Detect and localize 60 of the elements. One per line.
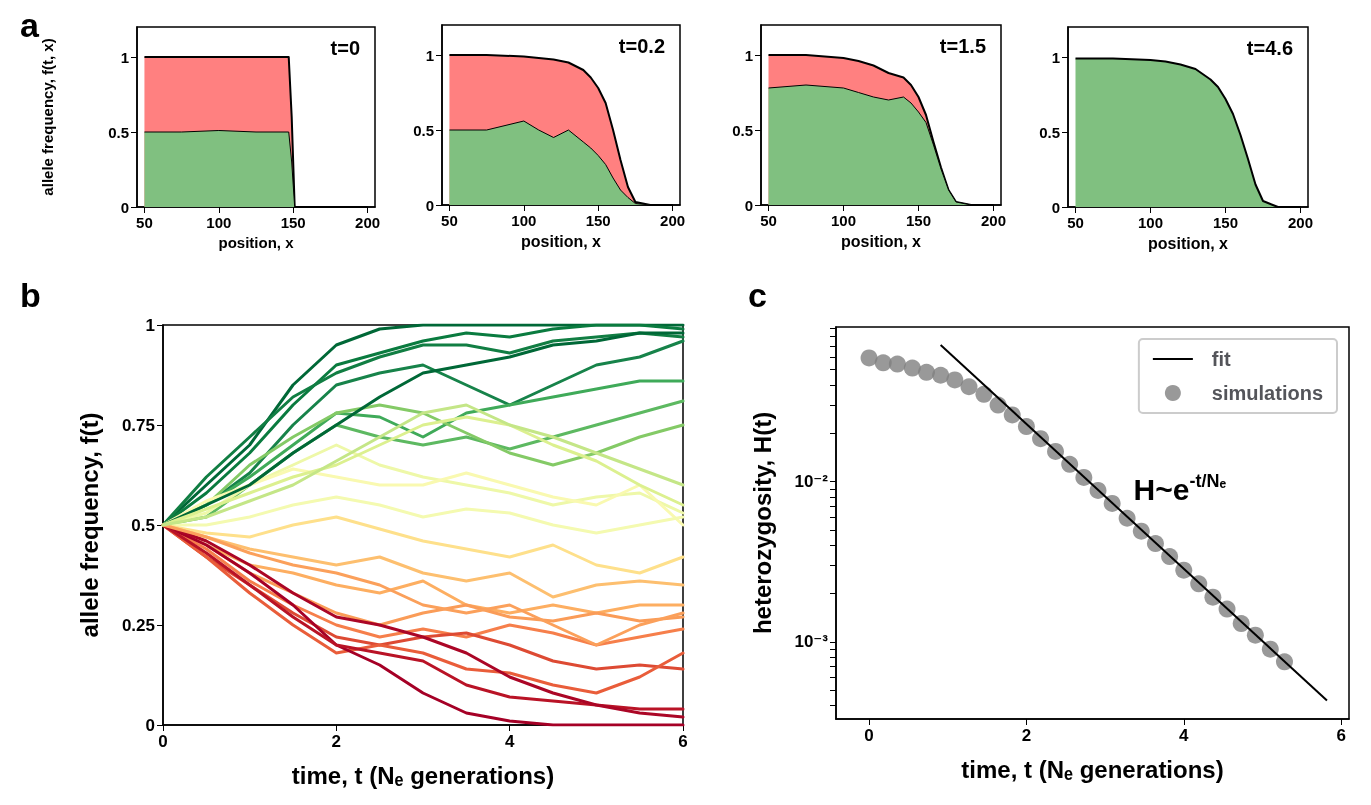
- x-tick-label: 6: [678, 732, 688, 751]
- x-tick-label: 200: [660, 212, 686, 229]
- text: t=0.2: [618, 35, 666, 57]
- x-tick-label: 100: [206, 214, 232, 231]
- x-tick-label: 2: [331, 732, 342, 751]
- x-axis-title: time, t (Nₑ generations): [291, 761, 555, 789]
- x-tick-label: 2: [1021, 726, 1032, 745]
- y-tick-label: 1: [145, 315, 155, 335]
- y-axis-title: heterozygosity, H(t): [748, 411, 776, 635]
- text: a: [20, 6, 40, 44]
- y-tick-label: 0.5: [108, 123, 129, 141]
- x-tick-label: 150: [905, 212, 932, 229]
- x-tick-label: 200: [1287, 214, 1314, 231]
- x-axis-title: time, t (Nₑ generations): [961, 755, 1224, 783]
- x-axis-title: position, x: [1148, 234, 1229, 252]
- y-tick-label: 1: [744, 46, 753, 64]
- x-axis-title: position, x: [841, 232, 922, 250]
- x-tick-label: 50: [1067, 214, 1084, 231]
- y-tick-label: 1: [120, 48, 129, 66]
- y-tick-label: 10⁻²: [794, 472, 829, 491]
- y-axis-title: allele frequency, f(t): [75, 412, 103, 638]
- legend-label: fit: [1211, 348, 1232, 370]
- x-tick-label: 150: [585, 212, 611, 229]
- x-tick-label: 4: [1179, 726, 1190, 745]
- y-tick-label: 0: [744, 196, 753, 214]
- text: b: [20, 276, 41, 314]
- x-tick-label: 100: [511, 212, 537, 229]
- y-tick-label: 0: [120, 198, 129, 216]
- x-axis-title: position, x: [521, 232, 602, 250]
- text: c: [748, 276, 767, 314]
- legend-label: simulations: [1211, 382, 1324, 404]
- y-tick-label: 1: [1051, 48, 1060, 66]
- y-tick-label: 0.25: [121, 615, 155, 635]
- y-tick-label: 10⁻³: [794, 632, 829, 652]
- x-tick-label: 50: [136, 214, 153, 231]
- x-tick-label: 50: [441, 212, 458, 229]
- y-tick-label: 0.5: [131, 515, 155, 535]
- y-tick-label: 0: [425, 196, 434, 214]
- y-axis-title: allele frequency, f(t, x): [39, 38, 56, 196]
- text: t=1.5: [939, 35, 987, 57]
- x-tick-label: 0: [864, 726, 874, 745]
- y-tick-label: 0.5: [1039, 123, 1060, 141]
- x-axis-title: position, x: [218, 234, 295, 251]
- x-tick-label: 150: [280, 214, 306, 231]
- x-tick-label: 0: [158, 732, 168, 751]
- y-tick-label: 1: [425, 46, 434, 64]
- x-tick-label: 200: [980, 212, 1007, 229]
- x-tick-label: 150: [1212, 214, 1239, 231]
- x-tick-label: 100: [1137, 214, 1164, 231]
- y-tick-label: 0: [1051, 198, 1060, 216]
- y-tick-label: 0.5: [732, 121, 753, 139]
- y-tick-label: 0.75: [121, 415, 155, 435]
- text: t=4.6: [1246, 37, 1294, 59]
- text: t=0: [330, 37, 361, 59]
- x-tick-label: 100: [830, 212, 857, 229]
- x-tick-label: 50: [760, 212, 777, 229]
- x-tick-label: 4: [504, 732, 515, 751]
- x-tick-label: 200: [355, 214, 381, 231]
- y-tick-label: 0.5: [413, 121, 434, 139]
- x-tick-label: 6: [1336, 726, 1346, 745]
